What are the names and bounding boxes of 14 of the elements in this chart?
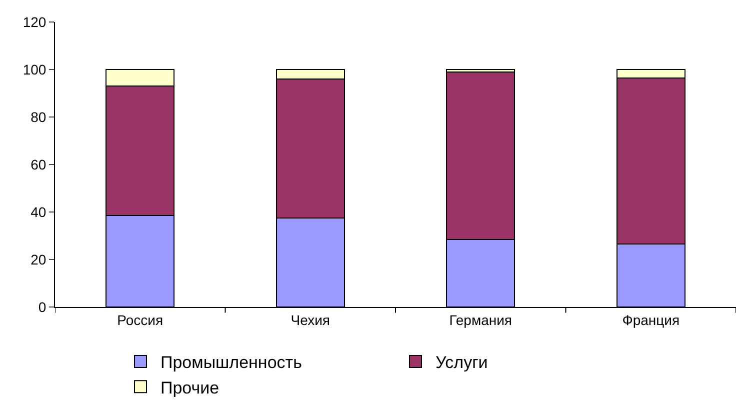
- x-tick-label: Германия: [449, 312, 512, 328]
- x-tick-label: Чехия: [290, 312, 330, 328]
- legend-label: Промышленность: [160, 353, 302, 372]
- legend-label: Прочие: [160, 378, 220, 398]
- y-tick-label: 100: [22, 61, 46, 78]
- y-tick-label: 60: [30, 156, 46, 172]
- y-tick-label: 120: [22, 14, 46, 30]
- x-tick-label: Россия: [117, 312, 164, 328]
- x-tick-label: Франция: [622, 312, 680, 328]
- legend-label: Услуги: [436, 353, 488, 372]
- y-tick-label: 0: [38, 298, 46, 315]
- y-tick-label: 40: [30, 204, 46, 220]
- y-tick-label: 80: [30, 108, 46, 125]
- y-tick-label: 20: [30, 251, 46, 268]
